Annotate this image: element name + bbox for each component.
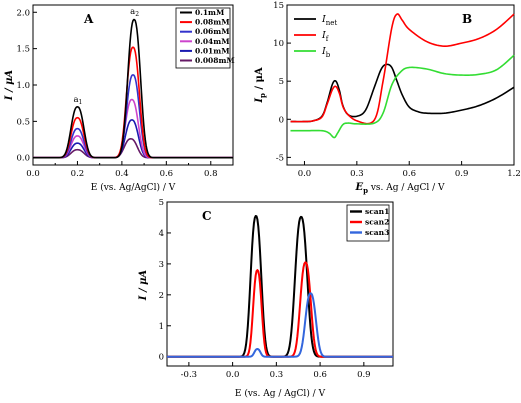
panel-b-xtick-label: 0.6 bbox=[402, 169, 416, 179]
panel-a-ylabel: I / μA bbox=[4, 70, 15, 102]
panel-b-ytick-label: 15 bbox=[273, 1, 284, 11]
panel-a-xtick-label: 0.0 bbox=[26, 169, 40, 179]
panel-a-curves bbox=[32, 18, 234, 159]
panel-b-xtick-label: 0.3 bbox=[350, 169, 364, 179]
panel-a-legend-label: 0.1mM bbox=[195, 8, 224, 17]
panel-a-peak-label: a1 bbox=[73, 95, 82, 106]
panel-a-ticks: 0.0 0.2 0.4 0.6 0.8 0.0 0.5 1.0 1.5 2.0 bbox=[16, 8, 234, 179]
panel-a-xtick-label: 0.6 bbox=[160, 169, 174, 179]
panel-b-ytick-label: -5 bbox=[276, 153, 284, 163]
panel-a-peak-labels: a1 a2 bbox=[73, 7, 139, 106]
panel-b-ylabel: Ip / μA bbox=[254, 67, 267, 104]
panel-c-xtick-label: 0.3 bbox=[270, 370, 284, 380]
panel-c-series-scan3-line bbox=[166, 292, 394, 358]
panel-a-label: A bbox=[83, 12, 94, 26]
panel-a-legend-label: 0.04mM bbox=[195, 37, 230, 46]
panel-a-xtick-label: 0.4 bbox=[115, 169, 129, 179]
panel-c-xtick-label: 0.0 bbox=[226, 370, 240, 380]
panel-a-legend-label: 0.08mM bbox=[195, 18, 230, 27]
panel-c-ticks: -0.3 0.0 0.3 0.6 0.9 0 1 2 3 4 5 bbox=[159, 198, 371, 380]
panel-a-legend-box bbox=[175, 7, 231, 69]
panel-a-series-line bbox=[32, 98, 234, 159]
panel-c-xtick-label: -0.3 bbox=[181, 370, 197, 380]
panel-a: A 0.0 0.2 0.4 0.6 0.8 0.0 0.5 1.0 1.5 2.0 a1 a2 E … bbox=[4, 4, 235, 193]
panel-a-xlabel: E (vs. Ag/AgCl) / V bbox=[91, 182, 176, 193]
panel-b-xtick-label: 1.2 bbox=[507, 169, 521, 179]
panel-a-ytick-label: 0.0 bbox=[16, 154, 30, 164]
panel-c-xtick-label: 0.9 bbox=[357, 370, 371, 380]
panel-b: B 0.0 0.3 0.6 0.9 1.2 -5 0 5 10 15 Ep vs. Ag / Ag… bbox=[254, 1, 521, 195]
panel-c-ytick-label: 3 bbox=[159, 260, 164, 270]
panel-c-series-scan2-line bbox=[166, 261, 394, 358]
panel-b-legend: Inet If Ib bbox=[294, 14, 337, 59]
panel-b-ytick-label: 0 bbox=[279, 115, 284, 125]
panel-b-ytick-label: 10 bbox=[273, 39, 284, 49]
panel-a-peak-label: a2 bbox=[130, 7, 139, 18]
panel-a-ytick-label: 2.0 bbox=[16, 8, 30, 18]
panel-b-legend-label: If bbox=[321, 30, 330, 43]
panel-a-xtick-label: 0.8 bbox=[204, 169, 218, 179]
panel-a-legend-label: 0.06mM bbox=[195, 27, 230, 36]
panel-a-series-line bbox=[32, 18, 234, 159]
panel-a-ytick-label: 1.5 bbox=[16, 45, 30, 55]
panel-b-ticks: 0.0 0.3 0.6 0.9 1.2 -5 0 5 10 15 bbox=[273, 1, 521, 179]
panel-b-series-if-line bbox=[290, 13, 515, 125]
panel-a-ytick-label: 0.5 bbox=[16, 117, 30, 127]
panel-b-ytick-label: 5 bbox=[279, 77, 284, 87]
panel-a-xtick-label: 0.2 bbox=[71, 169, 85, 179]
panel-c-ytick-label: 5 bbox=[159, 198, 164, 208]
panel-a-ytick-label: 1.0 bbox=[16, 81, 30, 91]
panel-b-xtick-label: 0.9 bbox=[455, 169, 469, 179]
panel-c: C -0.3 0.0 0.3 0.6 0.9 0 1 2 3 4 5 E (vs. Ag / AgC… bbox=[138, 198, 394, 399]
panel-b-frame bbox=[286, 4, 515, 166]
panel-b-xlabel: Ep vs. Ag / AgCl / V bbox=[354, 182, 445, 195]
panel-c-ylabel: I / μA bbox=[138, 270, 149, 302]
panel-c-xtick-label: 0.6 bbox=[313, 370, 327, 380]
panel-c-ytick-label: 2 bbox=[159, 291, 164, 301]
panel-c-frame bbox=[166, 201, 394, 367]
panel-b-legend-label: Ib bbox=[321, 46, 331, 59]
panel-b-series-ib-line bbox=[290, 54, 515, 139]
panel-c-legend-label: scan1 bbox=[365, 207, 389, 216]
panel-c-xlabel: E (vs. Ag / AgCl) / V bbox=[235, 388, 326, 399]
panel-b-curves bbox=[290, 13, 515, 139]
panel-a-legend-label: 0.008mM bbox=[195, 56, 235, 65]
panel-a-legend-label: 0.01mM bbox=[195, 46, 230, 55]
panel-c-ytick-label: 4 bbox=[159, 229, 164, 239]
panel-c-ytick-label: 0 bbox=[159, 353, 164, 363]
panel-c-label: C bbox=[202, 209, 212, 223]
panel-b-legend-label: Inet bbox=[321, 14, 337, 27]
panel-a-series-line bbox=[32, 74, 234, 159]
panel-c-legend-label: scan2 bbox=[365, 218, 389, 227]
panel-c-ytick-label: 1 bbox=[159, 322, 164, 332]
panel-b-label: B bbox=[462, 12, 472, 26]
panel-c-legend-label: scan3 bbox=[365, 228, 389, 237]
panel-b-xtick-label: 0.0 bbox=[298, 169, 312, 179]
panel-c-curves bbox=[166, 214, 394, 358]
panel-a-series-line bbox=[32, 138, 234, 159]
